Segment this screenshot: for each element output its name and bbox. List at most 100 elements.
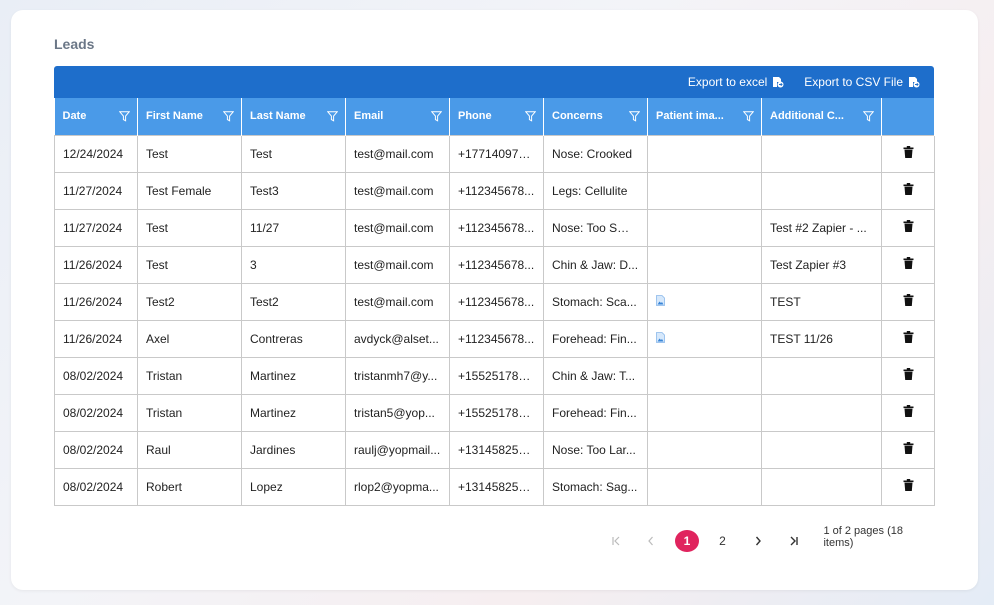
export-csv-button[interactable]: Export to CSV File (804, 75, 920, 89)
first-page-button[interactable] (604, 530, 628, 552)
cell-phone: +177140976... (449, 134, 544, 173)
cell-delete (881, 171, 935, 210)
trash-icon[interactable] (903, 220, 914, 235)
image-icon[interactable] (656, 332, 665, 346)
table-row[interactable]: 11/26/2024 Test2 Test2 test@mail.com +112345… (54, 282, 935, 321)
cell-delete (881, 393, 935, 432)
cell-phone: +112345678... (449, 282, 544, 321)
column-header-label: Date (62, 110, 87, 123)
last-page-button[interactable] (782, 530, 806, 552)
trash-icon[interactable] (903, 442, 914, 457)
cell-email: test@mail.com (345, 134, 450, 173)
cell-date: 11/26/2024 (54, 282, 138, 321)
cell-last: Contreras (241, 319, 346, 358)
cell-phone: +155251785... (449, 356, 544, 395)
trash-icon[interactable] (903, 257, 914, 272)
page-button-1[interactable]: 1 (675, 530, 699, 552)
cell-image (647, 245, 762, 284)
trash-icon[interactable] (903, 405, 914, 420)
cell-first: Robert (137, 467, 242, 506)
cell-first: Test (137, 134, 242, 173)
cell-delete (881, 467, 935, 506)
trash-icon[interactable] (903, 183, 914, 198)
filter-icon[interactable] (430, 111, 443, 125)
cell-phone: +112345678... (449, 208, 544, 247)
first-page-icon (612, 536, 620, 546)
cell-concerns: Legs: Cellulite (543, 171, 648, 210)
table-row[interactable]: 08/02/2024 Tristan Martinez tristanmh7@y...… (54, 356, 935, 395)
cell-additional (761, 356, 882, 395)
chevron-right-icon (756, 536, 762, 546)
image-icon[interactable] (656, 295, 665, 309)
cell-email: test@mail.com (345, 171, 450, 210)
trash-icon[interactable] (903, 294, 914, 309)
cell-image (647, 430, 762, 469)
table-row[interactable]: 08/02/2024 Robert Lopez rlop2@yopma... +1314… (54, 467, 935, 506)
cell-delete (881, 134, 935, 173)
trash-icon[interactable] (903, 479, 914, 494)
table-row[interactable]: 11/26/2024 Axel Contreras avdyck@alset... +1… (54, 319, 935, 358)
filter-icon[interactable] (742, 111, 755, 125)
cell-concerns: Nose: Too Small (543, 208, 648, 247)
cell-delete (881, 430, 935, 469)
cell-additional: TEST (761, 282, 882, 321)
cell-additional (761, 134, 882, 173)
cell-email: test@mail.com (345, 245, 450, 284)
cell-phone: +155251785... (449, 393, 544, 432)
table-row[interactable]: 08/02/2024 Raul Jardines raulj@yopmail... +1… (54, 430, 935, 469)
column-header-date[interactable]: Date (54, 98, 138, 135)
table-body: 12/24/2024 Test Test test@mail.com +17714097… (54, 134, 935, 506)
next-page-button[interactable] (746, 530, 770, 552)
cell-last: Martinez (241, 393, 346, 432)
trash-icon[interactable] (903, 331, 914, 346)
column-header-label: First Name (146, 110, 203, 123)
cell-image (647, 467, 762, 506)
column-header-additional[interactable]: Additional C... (761, 98, 882, 135)
column-header-concerns[interactable]: Concerns (543, 98, 648, 135)
cell-email: rlop2@yopma... (345, 467, 450, 506)
filter-icon[interactable] (326, 111, 339, 125)
column-header-first[interactable]: First Name (137, 98, 242, 135)
trash-icon[interactable] (903, 146, 914, 161)
table-row[interactable]: 11/27/2024 Test 11/27 test@mail.com +1123456… (54, 208, 935, 247)
cell-image (647, 319, 762, 358)
cell-concerns: Stomach: Sag... (543, 467, 648, 506)
cell-last: Martinez (241, 356, 346, 395)
filter-icon[interactable] (628, 111, 641, 125)
cell-delete (881, 319, 935, 358)
column-header-last[interactable]: Last Name (241, 98, 346, 135)
last-page-icon (790, 536, 798, 546)
table-row[interactable]: 11/27/2024 Test Female Test3 test@mail.com +… (54, 171, 935, 210)
cell-additional (761, 430, 882, 469)
cell-phone: +131458257... (449, 430, 544, 469)
trash-icon[interactable] (903, 368, 914, 383)
filter-icon[interactable] (222, 111, 235, 125)
filter-icon[interactable] (118, 111, 131, 125)
cell-phone: +112345678... (449, 171, 544, 210)
cell-date: 11/26/2024 (54, 245, 138, 284)
column-header-image[interactable]: Patient ima... (647, 98, 762, 135)
filter-icon[interactable] (862, 111, 875, 125)
cell-delete (881, 282, 935, 321)
cell-image (647, 356, 762, 395)
column-header-email[interactable]: Email (345, 98, 450, 135)
table-row[interactable]: 12/24/2024 Test Test test@mail.com +17714097… (54, 134, 935, 173)
cell-delete (881, 245, 935, 284)
cell-additional (761, 171, 882, 210)
column-header-phone[interactable]: Phone (449, 98, 544, 135)
cell-phone: +112345678... (449, 319, 544, 358)
prev-page-button[interactable] (640, 530, 664, 552)
column-header-label: Concerns (552, 110, 603, 123)
cell-phone: +131458257... (449, 467, 544, 506)
leads-card: Leads Export to excel Export to CSV File (11, 10, 978, 590)
column-header-label: Patient ima... (656, 110, 724, 123)
cell-concerns: Stomach: Sca... (543, 282, 648, 321)
export-excel-button[interactable]: Export to excel (688, 75, 784, 89)
cell-concerns: Chin & Jaw: D... (543, 245, 648, 284)
table-row[interactable]: 11/26/2024 Test 3 test@mail.com +112345678..… (54, 245, 935, 284)
export-file-icon (773, 77, 784, 88)
cell-date: 08/02/2024 (54, 430, 138, 469)
filter-icon[interactable] (524, 111, 537, 125)
page-button-2[interactable]: 2 (719, 534, 726, 548)
table-row[interactable]: 08/02/2024 Tristan Martinez tristan5@yop...… (54, 393, 935, 432)
